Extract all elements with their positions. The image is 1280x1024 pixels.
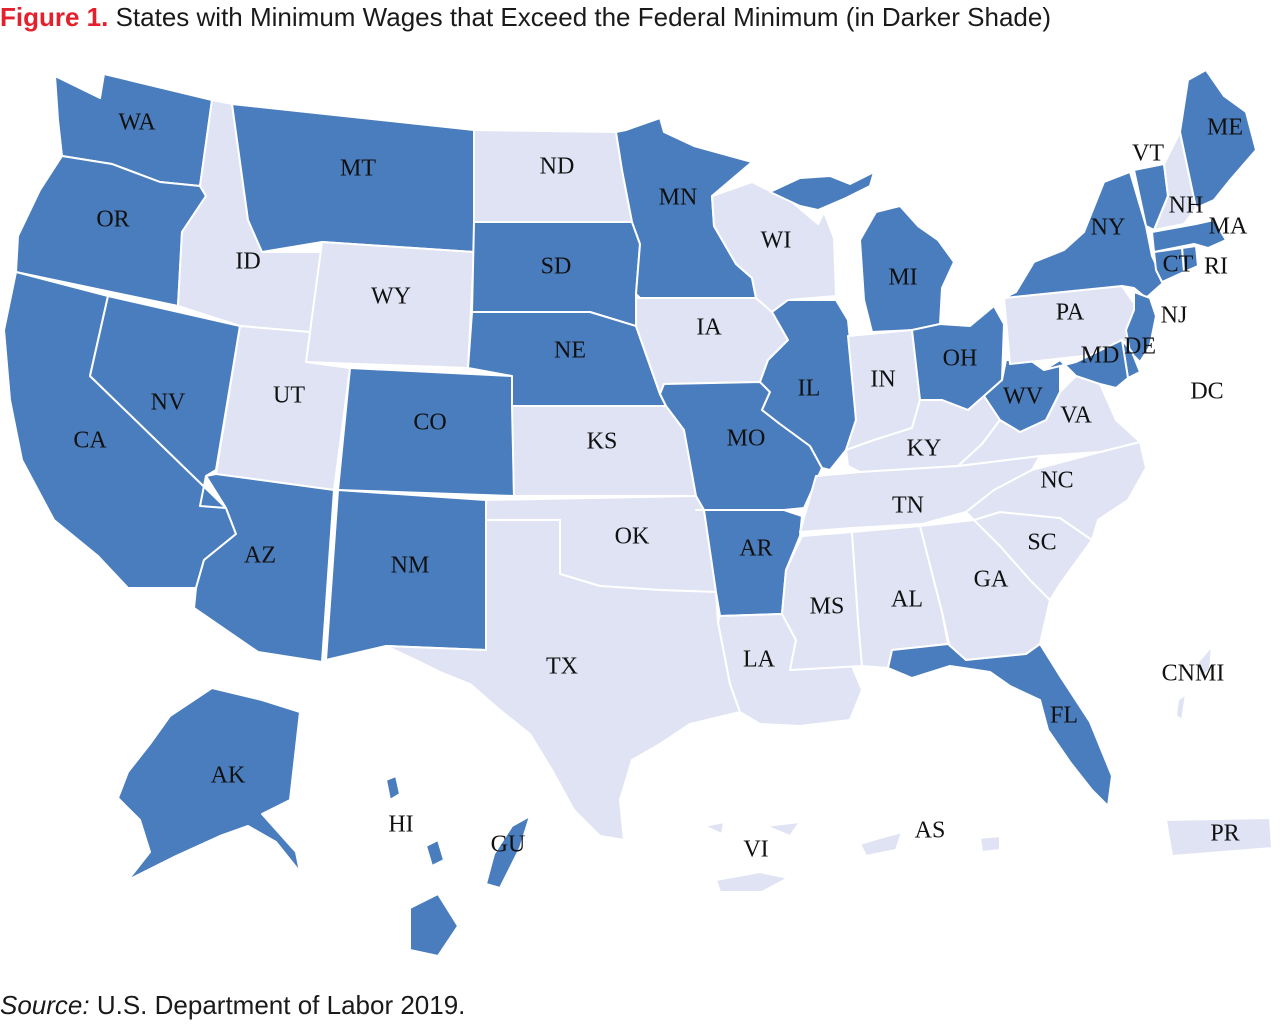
state-gu	[485, 815, 531, 889]
state-me	[1179, 69, 1257, 209]
state-label-az: AZ	[244, 543, 276, 569]
state-label-ct: CT	[1163, 252, 1194, 278]
state-label-hi: HI	[388, 812, 413, 838]
state-az	[193, 473, 335, 663]
state-label-ga: GA	[974, 567, 1009, 593]
state-label-cnmi: CNMI	[1162, 661, 1225, 687]
state-label-wy: WY	[371, 284, 411, 310]
state-label-vt: VT	[1132, 141, 1164, 167]
state-label-ar: AR	[739, 536, 772, 562]
state-label-nc: NC	[1040, 468, 1073, 494]
state-label-tn: TN	[892, 493, 924, 519]
state-label-al: AL	[891, 587, 923, 613]
state-tx	[385, 519, 741, 841]
state-label-id: ID	[235, 249, 260, 275]
state-as	[859, 831, 1001, 857]
state-label-md: MD	[1081, 343, 1120, 369]
state-label-nm: NM	[391, 553, 430, 579]
figure-title: Figure 1. States with Minimum Wages that…	[0, 0, 1051, 34]
state-vi	[703, 821, 801, 893]
state-label-ms: MS	[810, 594, 845, 620]
state-label-ok: OK	[615, 524, 650, 550]
state-label-mo: MO	[727, 426, 766, 452]
state-label-ky: KY	[907, 436, 942, 462]
state-label-va: VA	[1060, 403, 1092, 429]
state-label-ca: CA	[73, 428, 107, 454]
state-nj	[1125, 291, 1157, 363]
state-label-me: ME	[1207, 115, 1243, 141]
state-label-gu: GU	[491, 832, 526, 858]
state-label-ks: KS	[587, 429, 618, 455]
state-label-in: IN	[870, 367, 895, 393]
state-label-wi: WI	[761, 228, 792, 254]
state-label-mt: MT	[340, 156, 376, 182]
state-nc	[965, 441, 1147, 541]
state-label-nv: NV	[151, 390, 186, 416]
state-fl	[887, 643, 1113, 807]
state-label-fl: FL	[1050, 703, 1078, 729]
state-md	[1043, 339, 1129, 389]
state-label-ri: RI	[1204, 254, 1228, 280]
state-label-sc: SC	[1027, 530, 1056, 556]
state-mi-upper-peninsula	[769, 171, 875, 211]
state-label-il: IL	[798, 376, 821, 402]
state-ak	[117, 687, 301, 881]
figure-label: Figure 1.	[0, 2, 109, 32]
state-il	[759, 299, 857, 471]
state-label-as: AS	[915, 818, 946, 844]
state-label-pa: PA	[1056, 300, 1085, 326]
source-note: Source: U.S. Department of Labor 2019.	[0, 988, 465, 1022]
state-label-ny: NY	[1091, 215, 1126, 241]
state-label-wv: WV	[1003, 384, 1044, 410]
state-label-sd: SD	[541, 254, 572, 280]
state-label-ut: UT	[273, 383, 305, 409]
state-cnmi	[1175, 645, 1213, 721]
state-label-pr: PR	[1210, 821, 1239, 847]
state-mi	[859, 205, 955, 333]
state-label-de: DE	[1124, 334, 1156, 360]
state-label-ma: MA	[1209, 214, 1248, 240]
state-label-nd: ND	[540, 154, 575, 180]
state-label-nh: NH	[1169, 193, 1204, 219]
state-pr	[1165, 817, 1273, 857]
figure-title-text: States with Minimum Wages that Exceed th…	[115, 2, 1051, 32]
state-wi	[711, 181, 837, 313]
state-label-dc: DC	[1190, 379, 1223, 405]
state-label-or: OR	[96, 207, 129, 233]
state-label-ne: NE	[554, 338, 586, 364]
state-ny	[1003, 171, 1165, 299]
state-label-vi: VI	[743, 837, 768, 863]
state-label-mn: MN	[659, 185, 698, 211]
state-label-tx: TX	[546, 654, 578, 680]
state-label-oh: OH	[943, 346, 978, 372]
source-label: Source:	[0, 990, 90, 1020]
state-label-nj: NJ	[1161, 303, 1188, 329]
state-hi	[385, 775, 459, 957]
state-label-co: CO	[413, 410, 446, 436]
state-label-mi: MI	[888, 265, 917, 291]
source-text: U.S. Department of Labor 2019.	[96, 990, 466, 1020]
state-label-ia: IA	[696, 315, 722, 341]
state-label-wa: WA	[118, 110, 156, 136]
state-label-ak: AK	[211, 763, 246, 789]
state-label-la: LA	[743, 647, 776, 673]
state-ct	[1153, 247, 1185, 283]
